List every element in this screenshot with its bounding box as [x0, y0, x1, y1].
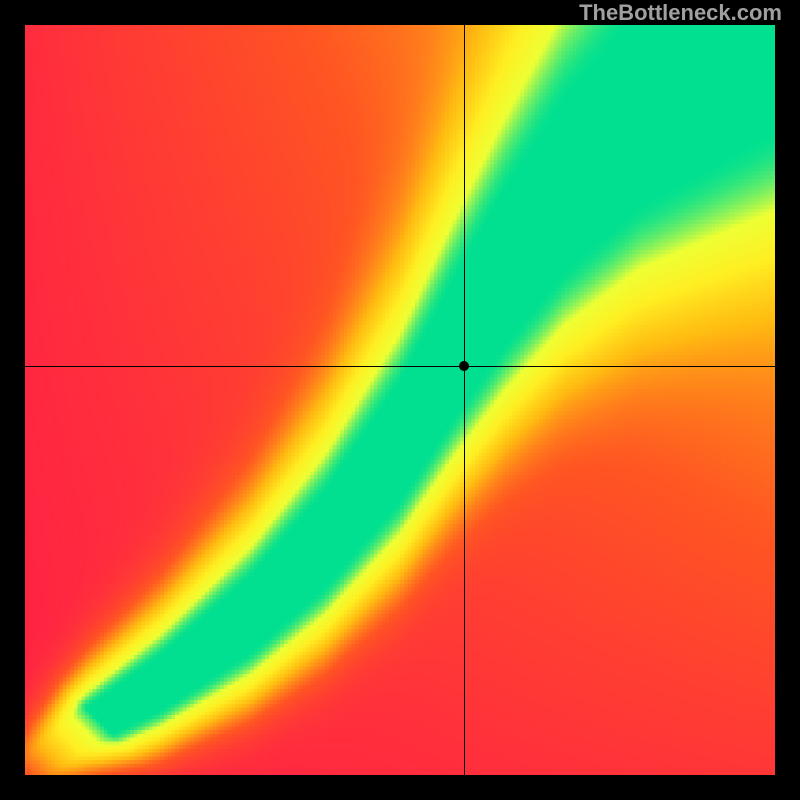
bottleneck-heatmap [25, 25, 775, 775]
plot-area [25, 25, 775, 775]
watermark-label: TheBottleneck.com [579, 0, 782, 26]
crosshair-marker-dot [459, 361, 469, 371]
crosshair-vertical [464, 25, 465, 775]
chart-container: TheBottleneck.com [0, 0, 800, 800]
crosshair-horizontal [25, 366, 775, 367]
